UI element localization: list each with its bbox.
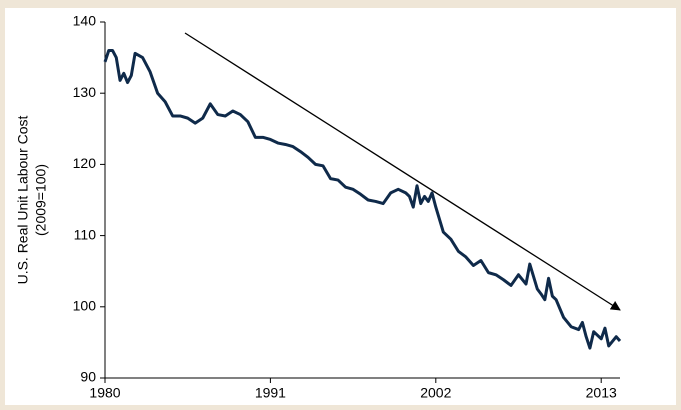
x-tick-label: 2002 — [420, 385, 451, 401]
y-tick-label: 110 — [74, 226, 97, 242]
y-tick-label: 140 — [73, 13, 97, 29]
x-tick-label: 2013 — [586, 385, 617, 401]
trend-arrow — [184, 32, 621, 311]
y-tick-label: 130 — [73, 84, 97, 100]
plot-panel — [5, 8, 676, 405]
y-tick-label: 120 — [73, 155, 97, 171]
y-tick-label: 90 — [80, 369, 96, 385]
y-axis-label: U.S. Real Unit Labour Cost — [15, 115, 31, 284]
y-tick-label: 100 — [73, 298, 97, 314]
x-tick-label: 1991 — [255, 385, 286, 401]
data-line — [103, 48, 622, 350]
x-tick-label: 1980 — [89, 385, 120, 401]
y-axis-label: (2009=100) — [33, 164, 49, 236]
